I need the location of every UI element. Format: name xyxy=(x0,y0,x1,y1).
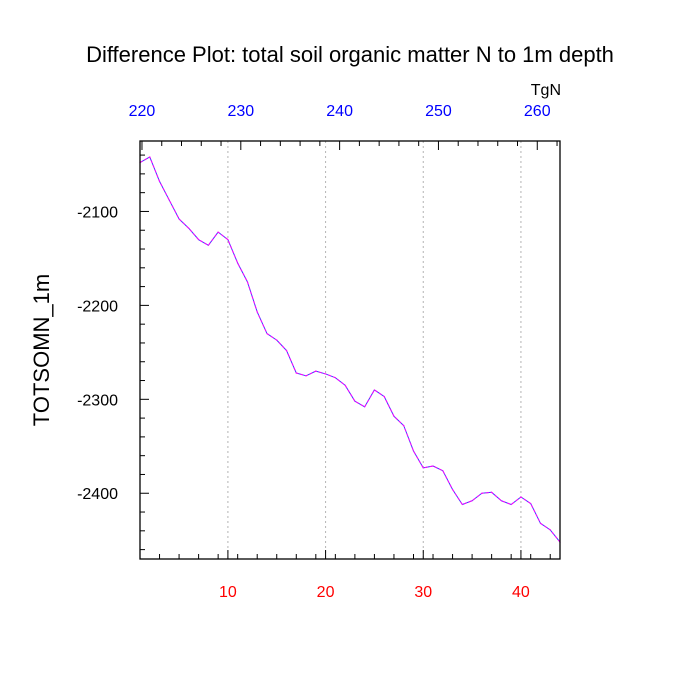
top-tick-label: 260 xyxy=(524,103,551,120)
data-point xyxy=(461,503,463,506)
series-lines xyxy=(139,156,561,543)
data-point xyxy=(305,375,307,377)
data-point xyxy=(432,465,434,467)
data-point xyxy=(158,180,161,182)
data-point xyxy=(344,384,346,386)
y-tick-label: -2100 xyxy=(77,204,118,221)
data-point xyxy=(510,503,512,506)
y-axis-label: TOTSOMN_1m xyxy=(29,274,54,426)
data-point xyxy=(481,492,483,494)
data-point xyxy=(520,496,522,498)
plot-frame xyxy=(139,140,561,560)
data-point xyxy=(266,332,268,335)
data-point xyxy=(217,231,219,233)
chart-title: Difference Plot: total soil organic matt… xyxy=(86,42,614,67)
top-tick-label: 230 xyxy=(227,103,254,120)
axis-ticks xyxy=(139,141,558,559)
top-tick-label: 240 xyxy=(326,103,353,120)
data-point xyxy=(393,415,395,417)
data-point xyxy=(442,470,444,472)
x-tick-label: 30 xyxy=(414,584,432,601)
data-point xyxy=(364,406,366,408)
x-tick-label: 40 xyxy=(512,584,530,601)
data-point xyxy=(549,529,551,531)
data-point xyxy=(324,373,327,375)
data-point xyxy=(471,500,473,502)
data-point xyxy=(539,522,542,524)
y-tick-label: -2400 xyxy=(77,486,118,503)
data-point xyxy=(237,262,239,264)
y-tick-label: -2300 xyxy=(77,392,118,409)
data-point xyxy=(149,156,151,158)
data-point xyxy=(354,400,356,402)
x-tick-label: 20 xyxy=(317,584,335,601)
data-point xyxy=(207,244,209,246)
data-point xyxy=(451,488,454,491)
data-point xyxy=(412,450,415,452)
data-point xyxy=(373,389,376,391)
data-point xyxy=(295,372,297,374)
x-tick-label: 10 xyxy=(219,584,237,601)
data-point xyxy=(227,239,229,241)
data-point xyxy=(198,239,200,241)
data-point xyxy=(500,500,502,502)
data-point xyxy=(188,227,190,229)
data-point xyxy=(530,502,532,505)
data-point xyxy=(334,377,336,379)
tick-labels: 10 20 30 40 -2100 -2200 -2300 -2400 220 230 240 250… xyxy=(77,103,551,601)
data-point xyxy=(256,311,258,313)
top-axis-units: TgN xyxy=(531,82,561,99)
top-tick-label: 220 xyxy=(129,103,156,120)
top-tick-label: 250 xyxy=(425,103,452,120)
data-point xyxy=(246,281,249,283)
series-line xyxy=(139,156,561,543)
data-point xyxy=(276,339,278,341)
data-point xyxy=(383,395,385,398)
data-point xyxy=(285,349,288,352)
data-point xyxy=(178,218,180,220)
data-point xyxy=(491,491,493,493)
data-point xyxy=(422,467,424,469)
data-point xyxy=(315,370,317,372)
data-point xyxy=(403,425,405,427)
data-point xyxy=(168,199,170,201)
y-tick-label: -2200 xyxy=(77,298,118,315)
